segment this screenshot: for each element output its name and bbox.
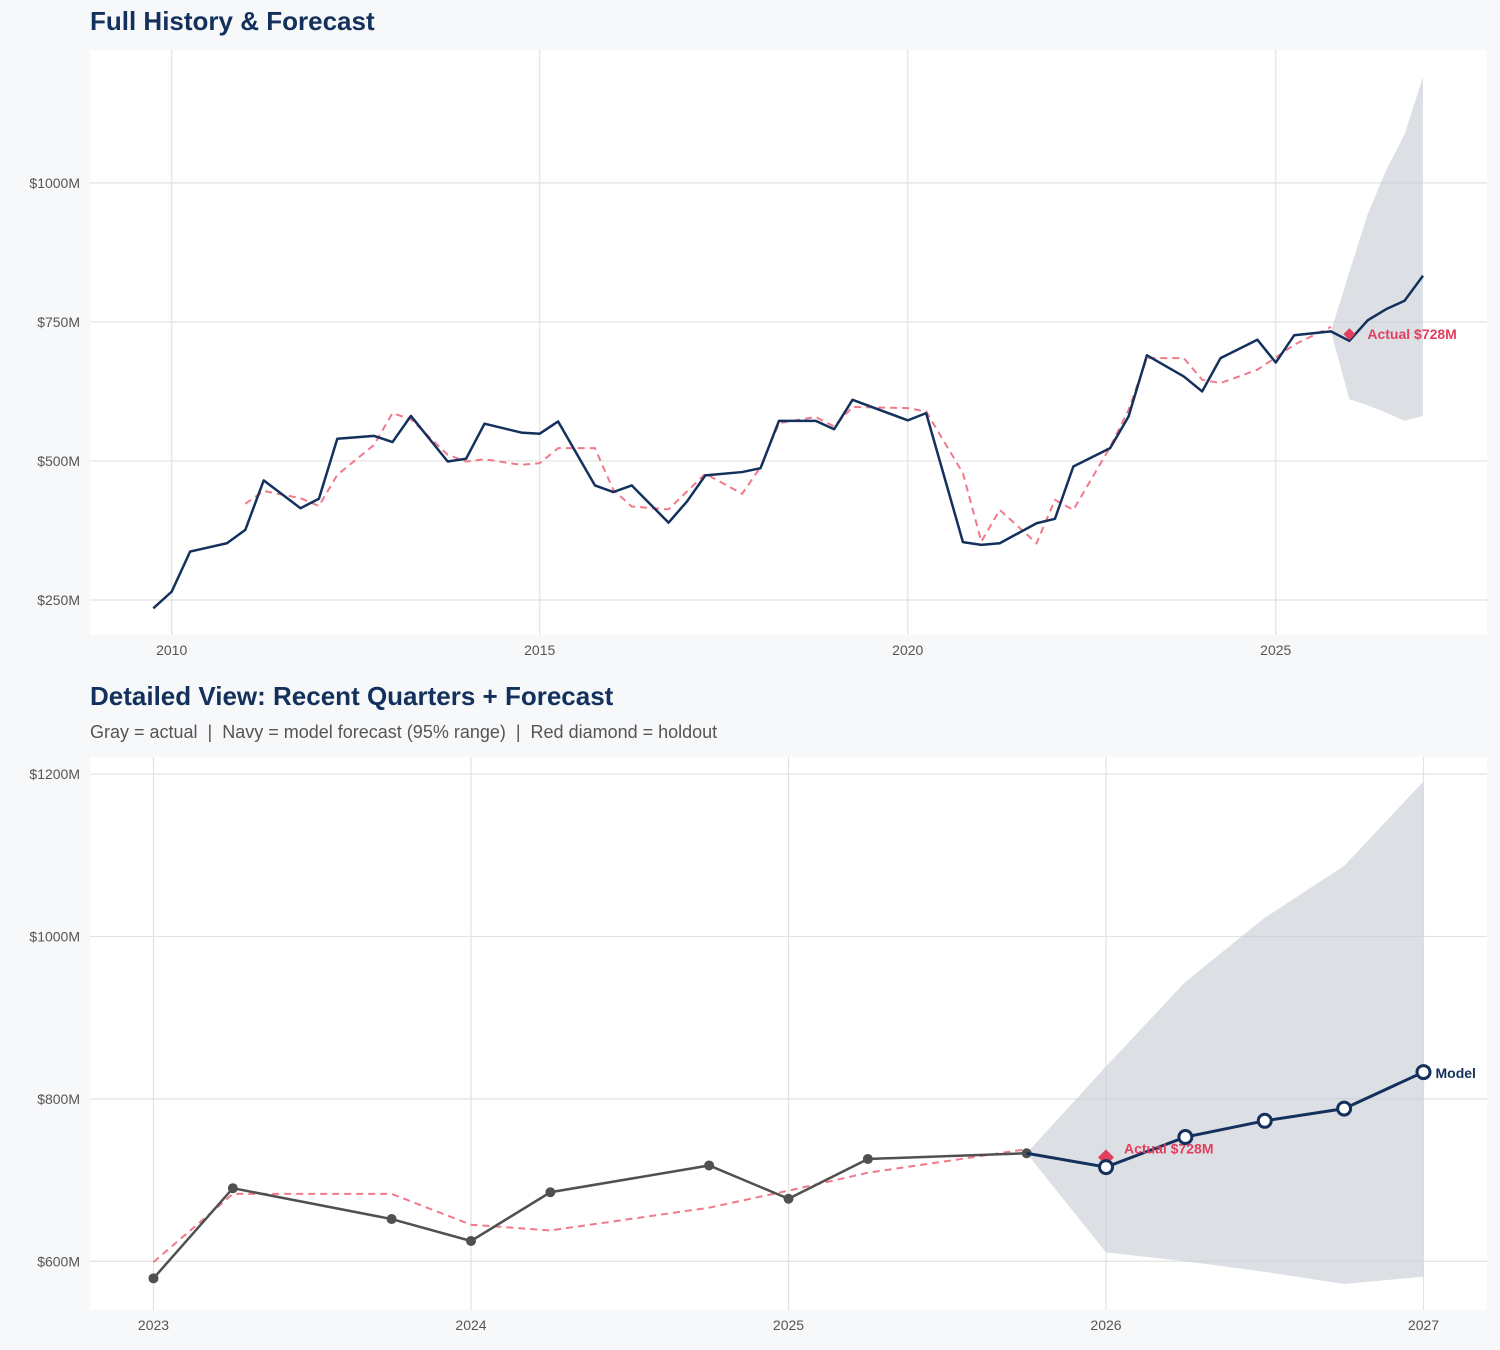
top-chart: 2010 2015 2020 2025 $250M $500M $750M $1000M Act… <box>29 50 1487 658</box>
bottom-forecast-point <box>1336 1100 1353 1117</box>
bottom-model-label: Model <box>1436 1065 1476 1081</box>
bottom-x-tick-label: 2026 <box>1090 1317 1121 1333</box>
top-y-tick-label: $1000M <box>29 175 80 191</box>
bottom-chart-title: Detailed View: Recent Quarters + Forecas… <box>90 681 614 711</box>
bottom-forecast-point <box>1256 1112 1273 1129</box>
bottom-y-tick-label: $800M <box>37 1091 80 1107</box>
top-x-tick-label: 2020 <box>892 642 923 658</box>
bottom-actual-point <box>862 1153 873 1164</box>
bottom-x-tick-label: 2025 <box>773 1317 804 1333</box>
bottom-y-tick-label: $1000M <box>29 928 80 944</box>
top-x-tick-label: 2015 <box>524 642 555 658</box>
top-x-tick-label: 2025 <box>1260 642 1291 658</box>
bottom-forecast-point <box>1177 1129 1194 1146</box>
bottom-x-tick-label: 2027 <box>1408 1317 1439 1333</box>
top-y-tick-label: $750M <box>37 314 80 330</box>
top-chart-title: Full History & Forecast <box>90 6 375 36</box>
bottom-forecast-point <box>1415 1064 1432 1081</box>
top-holdout-diamond <box>1343 328 1356 341</box>
bottom-actual-point <box>227 1183 238 1194</box>
top-y-tick-label: $250M <box>37 592 80 608</box>
bottom-x-tick-label: 2024 <box>455 1317 486 1333</box>
bottom-actual-point <box>466 1235 476 1246</box>
top-y-tick-label: $500M <box>37 453 80 469</box>
bottom-actual-point <box>704 1160 715 1171</box>
top-actual-forecast-line <box>152 275 1424 610</box>
top-x-tick-label: 2010 <box>156 642 187 658</box>
bottom-forecast-line <box>1026 1070 1425 1169</box>
bottom-actual-point <box>386 1214 397 1225</box>
bottom-fitted-line <box>152 1148 1027 1263</box>
bottom-y-tick-label: $1200M <box>29 766 80 782</box>
bottom-forecast-point <box>1098 1159 1114 1176</box>
top-holdout-label: Actual $728M <box>1367 326 1456 342</box>
bottom-y-tick-label: $600M <box>37 1253 80 1269</box>
bottom-actual-point <box>545 1187 556 1198</box>
top-fitted-line <box>244 326 1332 545</box>
top-plot-area <box>90 50 1487 635</box>
bottom-actual-point <box>783 1193 794 1204</box>
bottom-x-tick-label: 2023 <box>138 1317 169 1333</box>
bottom-actual-point <box>148 1273 159 1284</box>
bottom-holdout-label: Actual $728M <box>1124 1140 1213 1156</box>
bottom-chart-subtitle: Gray = actual | Navy = model forecast (9… <box>90 722 718 742</box>
bottom-chart: 2023 2024 2025 2026 2027 $600M $800M $1000M $120… <box>29 757 1487 1333</box>
